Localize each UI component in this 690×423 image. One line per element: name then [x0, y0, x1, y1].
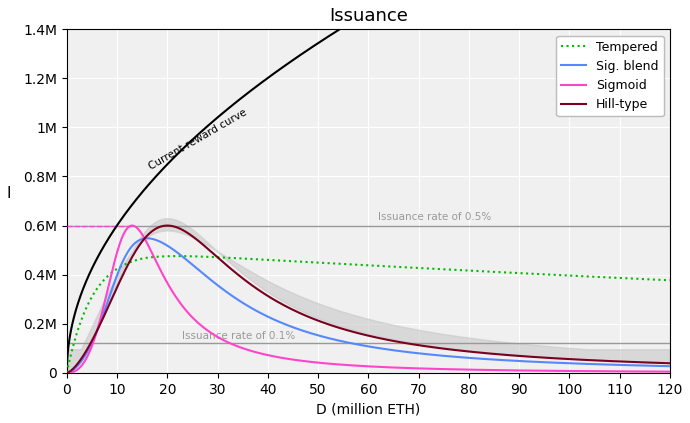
Line: Sigmoid: Sigmoid: [67, 225, 670, 373]
Tempered: [63, 370, 71, 375]
Tempered: [320, 261, 328, 266]
Y-axis label: I: I: [7, 186, 12, 201]
Hill-type: [654, 360, 662, 365]
Hill-type: [666, 361, 674, 366]
Tempered: [173, 253, 181, 258]
Tempered: [167, 254, 175, 259]
Hill-type: [320, 320, 328, 325]
Sig. blend: [131, 240, 139, 245]
Legend: Tempered, Sig. blend, Sigmoid, Hill-type: Tempered, Sig. blend, Sigmoid, Hill-type: [556, 36, 664, 116]
Sigmoid: [589, 368, 598, 374]
Line: Hill-type: Hill-type: [67, 225, 670, 373]
Text: Issuance rate of 0.5%: Issuance rate of 0.5%: [378, 212, 492, 222]
Sigmoid: [63, 370, 71, 375]
Hill-type: [164, 223, 172, 228]
Title: Issuance: Issuance: [329, 7, 408, 25]
Hill-type: [168, 223, 176, 228]
Sig. blend: [589, 362, 598, 367]
Tempered: [666, 278, 674, 283]
Sig. blend: [294, 327, 302, 332]
Tempered: [294, 259, 302, 264]
Hill-type: [131, 249, 139, 254]
Text: Current reward curve: Current reward curve: [147, 107, 248, 172]
Sigmoid: [666, 369, 674, 374]
Sig. blend: [320, 335, 328, 340]
Hill-type: [294, 310, 302, 315]
Text: Issuance rate of 0.1%: Issuance rate of 0.1%: [182, 331, 295, 341]
Sig. blend: [168, 246, 176, 251]
Line: Sig. blend: Sig. blend: [67, 238, 670, 373]
Tempered: [654, 277, 662, 282]
Sigmoid: [654, 369, 662, 374]
Sig. blend: [63, 370, 71, 375]
Sig. blend: [666, 364, 674, 369]
Sigmoid: [294, 358, 302, 363]
Tempered: [131, 258, 139, 263]
Tempered: [589, 274, 598, 279]
Hill-type: [63, 370, 71, 375]
Sigmoid: [132, 224, 140, 229]
Sigmoid: [128, 223, 137, 228]
X-axis label: D (million ETH): D (million ETH): [316, 402, 420, 416]
Line: Tempered: Tempered: [67, 256, 670, 373]
Sig. blend: [654, 363, 662, 368]
Hill-type: [589, 358, 598, 363]
Sig. blend: [143, 236, 151, 241]
Sigmoid: [320, 361, 328, 366]
Sigmoid: [168, 288, 176, 293]
